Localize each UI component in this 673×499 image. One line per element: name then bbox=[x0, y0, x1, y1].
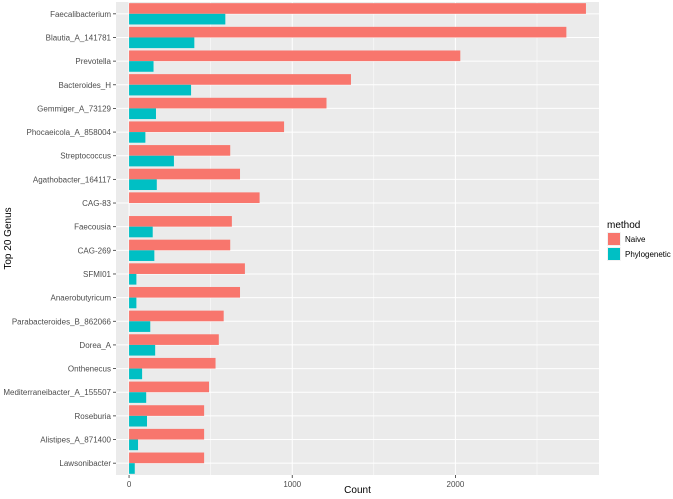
y-tick-label: Dorea_A bbox=[79, 341, 111, 350]
bar-naive bbox=[129, 97, 327, 109]
bar-naive bbox=[129, 428, 205, 440]
y-tick-label: Alistipes_A_871400 bbox=[40, 436, 111, 445]
y-tick-label: Mediterraneibacter_A_155507 bbox=[3, 388, 111, 397]
bar-phylogenetic bbox=[129, 108, 156, 120]
bar-naive bbox=[129, 263, 245, 274]
y-tick-label: SFMI01 bbox=[83, 270, 112, 279]
bar-naive bbox=[129, 334, 219, 345]
y-tick-label: Onthenecus bbox=[68, 365, 111, 374]
x-tick-label: 1000 bbox=[283, 480, 301, 489]
y-tick-label: Faecousia bbox=[74, 223, 111, 232]
bar-phylogenetic bbox=[129, 273, 137, 285]
bar-phylogenetic bbox=[129, 37, 195, 49]
bar-naive bbox=[129, 74, 351, 85]
x-tick-label: 2000 bbox=[447, 480, 465, 489]
y-tick-label: Lawsonibacter bbox=[59, 459, 111, 468]
x-axis: 0 1000 2000 bbox=[127, 475, 465, 489]
y-tick-label: Faecalibacterium bbox=[50, 10, 111, 19]
bar-phylogenetic bbox=[129, 415, 148, 427]
legend-key bbox=[608, 233, 620, 245]
plot-panel bbox=[116, 2, 599, 475]
y-tick-label: Streptococcus bbox=[60, 152, 111, 161]
bar-naive bbox=[129, 286, 241, 298]
x-tick-label: 0 bbox=[127, 480, 132, 489]
legend-label: Phylogenetic bbox=[625, 250, 671, 259]
y-axis: Faecalibacterium Blautia_A_141781 Prevotel… bbox=[3, 10, 116, 468]
bar-naive bbox=[129, 452, 205, 464]
bar-phylogenetic bbox=[129, 61, 154, 72]
bar-naive bbox=[129, 381, 210, 393]
bar-naive bbox=[129, 3, 586, 14]
bar-phylogenetic bbox=[129, 250, 155, 261]
y-tick-label: Parabacteroides_B_862066 bbox=[12, 317, 112, 326]
bar-phylogenetic bbox=[129, 392, 147, 403]
bar-phylogenetic bbox=[129, 344, 156, 356]
bar-naive bbox=[129, 121, 285, 133]
bar-phylogenetic bbox=[129, 368, 143, 380]
legend-title: method bbox=[607, 220, 640, 231]
bar-naive bbox=[129, 216, 232, 227]
bar-phylogenetic bbox=[129, 321, 151, 332]
bar-naive bbox=[129, 192, 260, 204]
y-tick-label: Prevotella bbox=[75, 57, 111, 66]
x-axis-title: Count bbox=[344, 485, 371, 496]
y-tick-label: Gemmiger_A_73129 bbox=[37, 104, 111, 113]
y-tick-label: CAG-83 bbox=[82, 199, 111, 208]
y-tick-label: Roseburia bbox=[75, 412, 112, 421]
bar-phylogenetic bbox=[129, 155, 174, 167]
bar-phylogenetic bbox=[129, 84, 192, 96]
legend-label: Naive bbox=[625, 235, 646, 244]
bar-phylogenetic bbox=[129, 226, 153, 238]
bar-naive bbox=[129, 310, 224, 322]
bar-naive bbox=[129, 26, 567, 38]
legend-key bbox=[608, 248, 620, 260]
bar-phylogenetic bbox=[129, 13, 226, 25]
bar-phylogenetic bbox=[129, 132, 146, 143]
bar-naive bbox=[129, 50, 461, 62]
y-tick-label: Anaerobutyricum bbox=[51, 294, 112, 303]
y-tick-label: Blautia_A_141781 bbox=[46, 33, 112, 42]
y-tick-label: Phocaeicola_A_858004 bbox=[26, 128, 111, 137]
y-axis-title: Top 20 Genus bbox=[3, 207, 14, 269]
bars bbox=[129, 3, 586, 474]
bar-phylogenetic bbox=[129, 179, 157, 191]
legend: method Naive Phylogenetic bbox=[607, 220, 671, 261]
y-tick-label: Bacteroides_H bbox=[59, 81, 112, 90]
bar-phylogenetic bbox=[129, 297, 137, 309]
bar-naive bbox=[129, 405, 205, 416]
y-tick-label: CAG-269 bbox=[78, 246, 112, 255]
bar-naive bbox=[129, 357, 216, 369]
bar-naive bbox=[129, 239, 231, 251]
bar-naive bbox=[129, 168, 241, 180]
bar-phylogenetic bbox=[129, 463, 135, 474]
bar-phylogenetic bbox=[129, 439, 139, 451]
y-tick-label: Agathobacter_164117 bbox=[33, 175, 112, 184]
bar-naive bbox=[129, 145, 231, 156]
